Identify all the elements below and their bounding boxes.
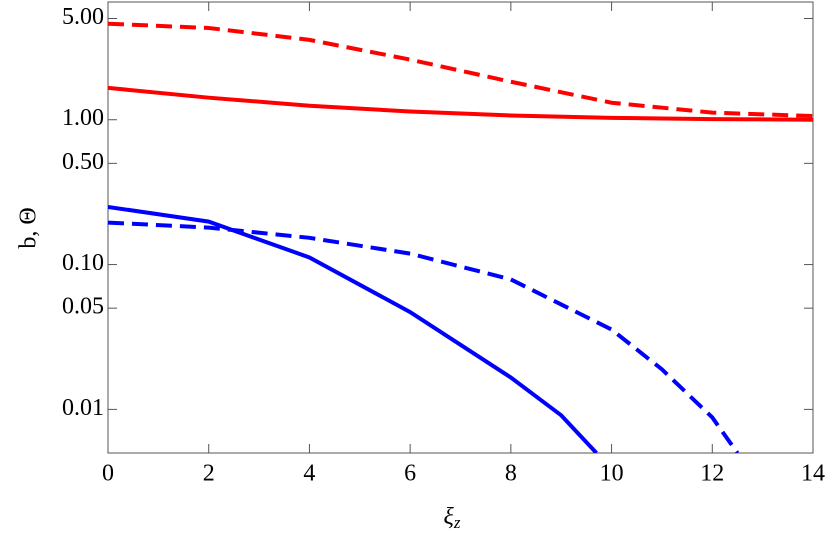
x-axis-label: ξz [444, 504, 461, 532]
plot-area [108, 21, 813, 453]
x-axis-label-main: ξ [444, 504, 455, 530]
y-axis-label: b, Θ [16, 207, 42, 248]
x-tick-label: 4 [303, 461, 315, 487]
y-tick-label: 0.10 [62, 250, 104, 276]
line [108, 21, 813, 119]
x-tick-label: 8 [505, 461, 517, 487]
x-tick-label: 14 [801, 461, 825, 487]
x-tick-label: 12 [700, 461, 724, 487]
line [108, 204, 598, 453]
x-axis-label-sub: z [453, 513, 461, 532]
y-tick-label: 0.01 [62, 395, 104, 421]
y-tick-label: 1.00 [62, 105, 104, 131]
y-tick-label: 0.50 [62, 149, 104, 175]
line [108, 85, 813, 122]
x-tick-label: 0 [102, 461, 114, 487]
x-tick-label: 2 [203, 461, 215, 487]
y-tick-label: 0.05 [62, 294, 104, 320]
x-tick-label: 6 [404, 461, 416, 487]
y-tick-label: 5.00 [62, 4, 104, 30]
line [108, 220, 740, 453]
frame [107, 1, 814, 454]
x-tick-label: 10 [600, 461, 624, 487]
